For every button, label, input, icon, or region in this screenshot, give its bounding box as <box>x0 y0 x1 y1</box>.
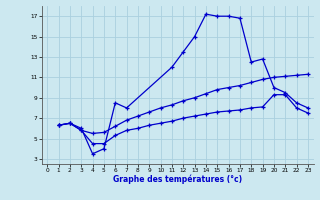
X-axis label: Graphe des températures (°c): Graphe des températures (°c) <box>113 175 242 184</box>
